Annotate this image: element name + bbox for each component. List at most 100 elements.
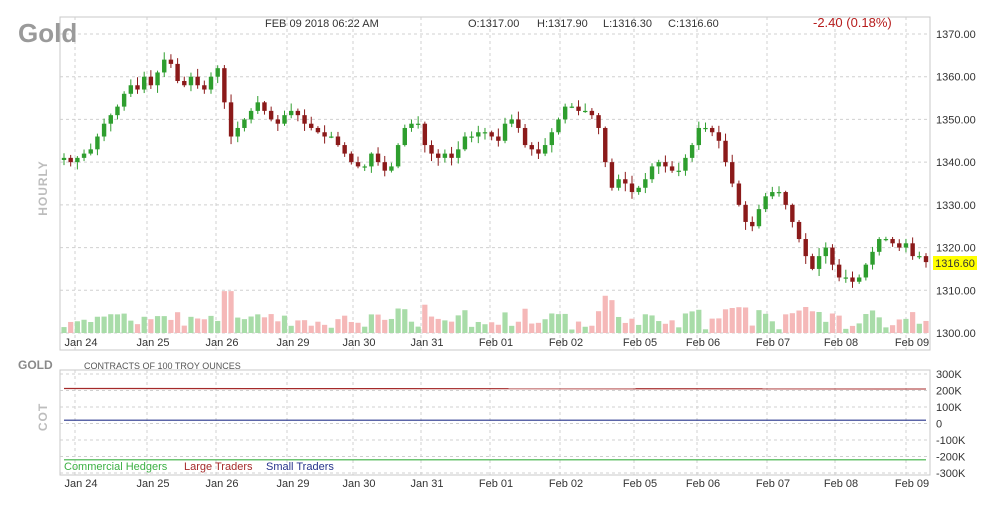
volume-bar bbox=[496, 325, 501, 333]
volume-bar bbox=[877, 317, 882, 333]
volume-bar bbox=[897, 319, 902, 333]
volume-bar bbox=[730, 308, 735, 333]
cot-tick-label: 100K bbox=[936, 402, 962, 414]
cot-tick-label: -300K bbox=[936, 468, 966, 480]
volume-bar bbox=[462, 310, 467, 333]
candle-body bbox=[897, 243, 901, 247]
candle-body bbox=[884, 239, 888, 240]
datetime-label: FEB 09 2018 06:22 AM bbox=[265, 18, 379, 30]
volume-bar bbox=[362, 327, 367, 333]
candle-body bbox=[416, 124, 420, 125]
candle-body bbox=[316, 128, 320, 132]
candle-body bbox=[75, 158, 79, 162]
volume-bar bbox=[603, 296, 608, 333]
interval-label: HOURLY bbox=[36, 160, 50, 216]
volume-bar bbox=[543, 319, 548, 333]
volume-bar bbox=[803, 307, 808, 333]
volume-bar bbox=[776, 329, 781, 333]
time-tick-label: Feb 02 bbox=[549, 337, 583, 349]
volume-bar bbox=[242, 319, 247, 333]
candle-body bbox=[175, 64, 179, 81]
cot-time-tick-label: Feb 07 bbox=[756, 478, 790, 490]
volume-bar bbox=[128, 321, 133, 333]
candle-body bbox=[770, 192, 774, 196]
volume-bar bbox=[903, 319, 908, 333]
candle-body bbox=[202, 85, 206, 89]
candle-body bbox=[282, 115, 286, 124]
volume-bar bbox=[369, 314, 374, 333]
candle-body bbox=[743, 205, 747, 222]
candle-body bbox=[690, 145, 694, 158]
candle-body bbox=[904, 243, 908, 247]
candle-body bbox=[763, 196, 767, 209]
candle-body bbox=[583, 111, 587, 112]
volume-bar bbox=[763, 314, 768, 333]
candle-body bbox=[109, 115, 113, 124]
volume-bar bbox=[743, 307, 748, 333]
volume-bar bbox=[422, 305, 427, 333]
volume-bar bbox=[583, 327, 588, 333]
volume-bar bbox=[816, 312, 821, 333]
volume-bar bbox=[476, 322, 481, 333]
cot-time-tick-label: Jan 25 bbox=[136, 478, 169, 490]
candle-body bbox=[530, 145, 534, 149]
cot-tick-label: -200K bbox=[936, 452, 966, 464]
candle-body bbox=[423, 124, 427, 145]
time-tick-label: Jan 31 bbox=[410, 337, 443, 349]
candle-body bbox=[877, 239, 881, 252]
volume-bar bbox=[249, 317, 254, 333]
volume-bar bbox=[750, 326, 755, 333]
volume-bar bbox=[696, 310, 701, 333]
volume-bar bbox=[596, 311, 601, 333]
volume-bar bbox=[68, 322, 73, 333]
candle-body bbox=[95, 137, 99, 150]
candle-body bbox=[483, 132, 487, 133]
volume-bar bbox=[576, 322, 581, 333]
candle-body bbox=[857, 277, 861, 281]
volume-bar bbox=[796, 311, 801, 333]
legend-small-traders: Small Traders bbox=[266, 461, 334, 473]
candle-body bbox=[242, 119, 246, 128]
candle-body bbox=[663, 162, 667, 166]
candle-body bbox=[429, 145, 433, 154]
volume-bar bbox=[522, 309, 527, 333]
cot-time-tick-label: Feb 08 bbox=[824, 478, 858, 490]
volume-bar bbox=[108, 314, 113, 333]
volume-bar bbox=[402, 309, 407, 333]
time-tick-label: Feb 07 bbox=[756, 337, 790, 349]
candle-body bbox=[643, 179, 647, 188]
candle-body bbox=[456, 149, 460, 158]
price-tick-label: 1320.00 bbox=[936, 243, 976, 255]
candle-body bbox=[563, 107, 567, 120]
volume-bar bbox=[883, 327, 888, 333]
candle-body bbox=[576, 107, 580, 111]
volume-bar bbox=[917, 324, 922, 333]
volume-bar bbox=[536, 323, 541, 333]
volume-bar bbox=[636, 325, 641, 333]
candle-body bbox=[469, 137, 473, 138]
volume-bar bbox=[122, 314, 127, 333]
volume-bar bbox=[837, 316, 842, 333]
volume-bar bbox=[623, 323, 628, 333]
candle-body bbox=[924, 256, 928, 262]
time-tick-label: Feb 08 bbox=[824, 337, 858, 349]
legend-large-traders: Large Traders bbox=[184, 461, 253, 473]
volume-bar bbox=[95, 317, 100, 333]
low-label: L:1316.30 bbox=[603, 18, 652, 30]
volume-bar bbox=[282, 316, 287, 333]
cot-time-tick-label: Jan 30 bbox=[342, 478, 375, 490]
cot-time-tick-label: Feb 06 bbox=[686, 478, 720, 490]
price-axis: 1370.001360.001350.001340.001330.001320.… bbox=[936, 29, 976, 340]
candle-body bbox=[603, 128, 607, 162]
volume-bar bbox=[516, 322, 521, 333]
candle-body bbox=[590, 111, 594, 115]
candle-body bbox=[222, 68, 226, 102]
candle-body bbox=[797, 222, 801, 239]
cot-tick-label: 200K bbox=[936, 386, 962, 398]
candle-body bbox=[496, 137, 500, 141]
volume-bar bbox=[202, 319, 207, 333]
volume-bar bbox=[175, 312, 180, 333]
volume-bar bbox=[355, 323, 360, 333]
candle-body bbox=[403, 128, 407, 145]
volume-bar bbox=[770, 321, 775, 333]
